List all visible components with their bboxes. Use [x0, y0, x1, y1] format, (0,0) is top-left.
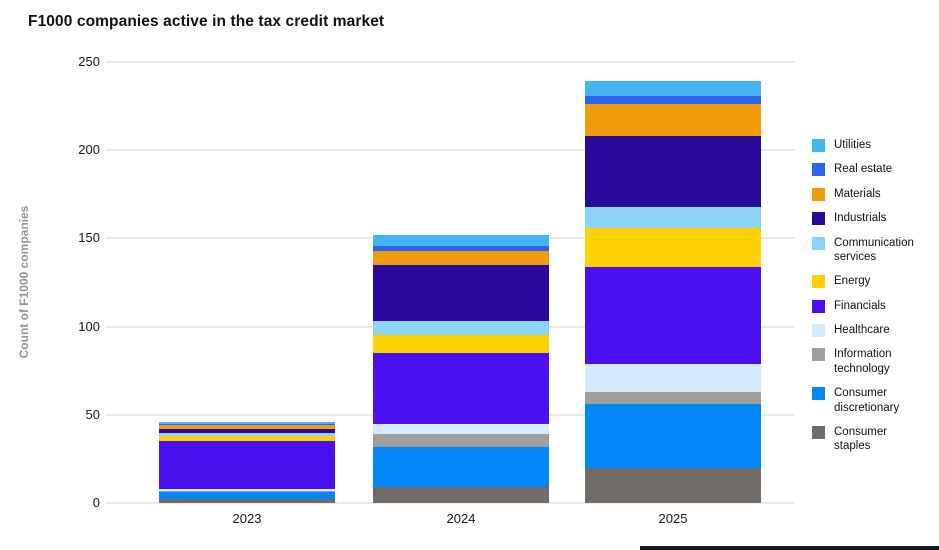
legend-label: Consumer discretionary — [834, 387, 900, 414]
legend-swatch-energy — [812, 275, 825, 289]
bar-segment-2023-energy — [159, 436, 335, 442]
bar-segment-2024-consumer-discretionary — [373, 446, 549, 488]
bar-segment-2025-information-technology — [585, 391, 761, 405]
y-tick-150: 150 — [78, 230, 100, 246]
bar-segment-2023-industrials — [159, 429, 335, 433]
y-tick-0: 0 — [92, 495, 100, 510]
legend-item-materials: Materials — [812, 187, 920, 201]
bar-segment-2025-healthcare — [585, 363, 761, 392]
legend-item-healthcare: Healthcare — [812, 323, 920, 337]
legend-swatch-materials — [812, 187, 825, 201]
gridline-0 — [106, 502, 795, 504]
legend-label: Materials — [834, 187, 881, 200]
bar-segment-2025-consumer-discretionary — [585, 404, 761, 468]
bar-segment-2023-utilities — [159, 421, 335, 424]
bar-segment-2025-industrials — [585, 136, 761, 207]
bar-segment-2024-real-estate — [373, 245, 549, 251]
gridline-200 — [106, 149, 795, 152]
bar-segment-2025-energy — [585, 227, 761, 267]
bar-segment-2025-materials — [585, 104, 761, 137]
bar-segment-2024-information-technology — [373, 434, 549, 447]
legend-swatch-communication-services — [812, 236, 825, 250]
x-tick-2025: 2025 — [658, 511, 688, 526]
legend-label: Real estate — [834, 163, 893, 176]
bar-segment-2024-materials — [373, 250, 549, 265]
legend-item-real-estate: Real estate — [812, 162, 920, 177]
y-tick-50: 50 — [85, 406, 100, 422]
bar-segment-2024-industrials — [373, 264, 549, 322]
legend-swatch-healthcare — [812, 324, 825, 337]
y-tick-200: 200 — [78, 142, 100, 158]
bar-segment-2024-healthcare — [373, 423, 549, 435]
bar-segment-2025-real-estate — [585, 95, 761, 105]
bar-segment-2024-financials — [373, 353, 549, 424]
legend-item-consumer-discretionary: Consumer discretionary — [812, 386, 920, 415]
bar-segment-2024-communication-services — [373, 321, 549, 336]
bar-segment-2025-utilities — [585, 81, 761, 96]
legend-label: Utilities — [834, 139, 872, 151]
legend-swatch-financials — [812, 299, 825, 313]
legend-label: Healthcare — [834, 324, 890, 336]
stacked-bar-2023 — [159, 421, 335, 503]
legend-swatch-industrials — [812, 212, 825, 226]
legend-item-financials: Financials — [812, 299, 920, 313]
legend-swatch-information-technology — [812, 348, 825, 362]
legend-swatch-utilities — [812, 139, 825, 152]
stacked-bar-2024 — [373, 234, 549, 503]
bar-segment-2025-consumer-staples — [585, 467, 761, 503]
y-tick-100: 100 — [78, 318, 100, 334]
y-axis-label: Count of F1000 companies — [17, 205, 31, 359]
plot-area — [106, 61, 795, 504]
bar-segment-2024-utilities — [373, 234, 549, 246]
x-tick-2023: 2023 — [232, 511, 262, 526]
bar-segment-2025-communication-services — [585, 206, 761, 228]
x-tick-2024: 2024 — [446, 511, 476, 526]
legend: Utilities Real estate Materials Industrials… — [812, 138, 920, 454]
legend-label: Communication services — [834, 236, 914, 263]
bar-segment-2025-financials — [585, 266, 761, 364]
bar-segment-2023-communication-services — [159, 432, 335, 437]
legend-swatch-real-estate — [812, 163, 825, 177]
stacked-bar-2025 — [585, 81, 761, 503]
legend-label: Industrials — [834, 212, 887, 225]
legend-item-communication-services: Communication services — [812, 236, 920, 265]
legend-label: Energy — [834, 275, 871, 288]
bar-segment-2023-consumer-discretionary — [159, 492, 335, 500]
legend-item-energy: Energy — [812, 274, 920, 289]
legend-swatch-consumer-discretionary — [812, 387, 825, 401]
legend-label: Information technology — [834, 348, 892, 375]
legend-label: Consumer staples — [834, 425, 888, 453]
legend-swatch-consumer-staples — [812, 425, 825, 439]
bar-segment-2023-materials — [159, 425, 335, 429]
bar-segment-2024-energy — [373, 335, 549, 354]
bar-segment-2023-real-estate — [159, 423, 335, 426]
legend-item-information-technology: Information technology — [812, 347, 920, 376]
legend-item-industrials: Industrials — [812, 211, 920, 226]
legend-item-utilities: Utilities — [812, 138, 920, 152]
bar-segment-2023-information-technology — [159, 490, 335, 493]
legend-item-consumer-staples: Consumer staples — [812, 425, 920, 454]
y-tick-250: 250 — [78, 54, 100, 69]
chart-title: F1000 companies active in the tax credit… — [28, 13, 385, 30]
bar-segment-2023-financials — [159, 441, 335, 489]
bar-segment-2023-consumer-staples — [159, 499, 335, 503]
bar-segment-2023-healthcare — [159, 488, 335, 491]
bar-segment-2024-consumer-staples — [373, 487, 549, 503]
gridline-250 — [106, 61, 795, 63]
legend-label: Financials — [834, 299, 886, 312]
bottom-edge-strip — [640, 546, 939, 550]
